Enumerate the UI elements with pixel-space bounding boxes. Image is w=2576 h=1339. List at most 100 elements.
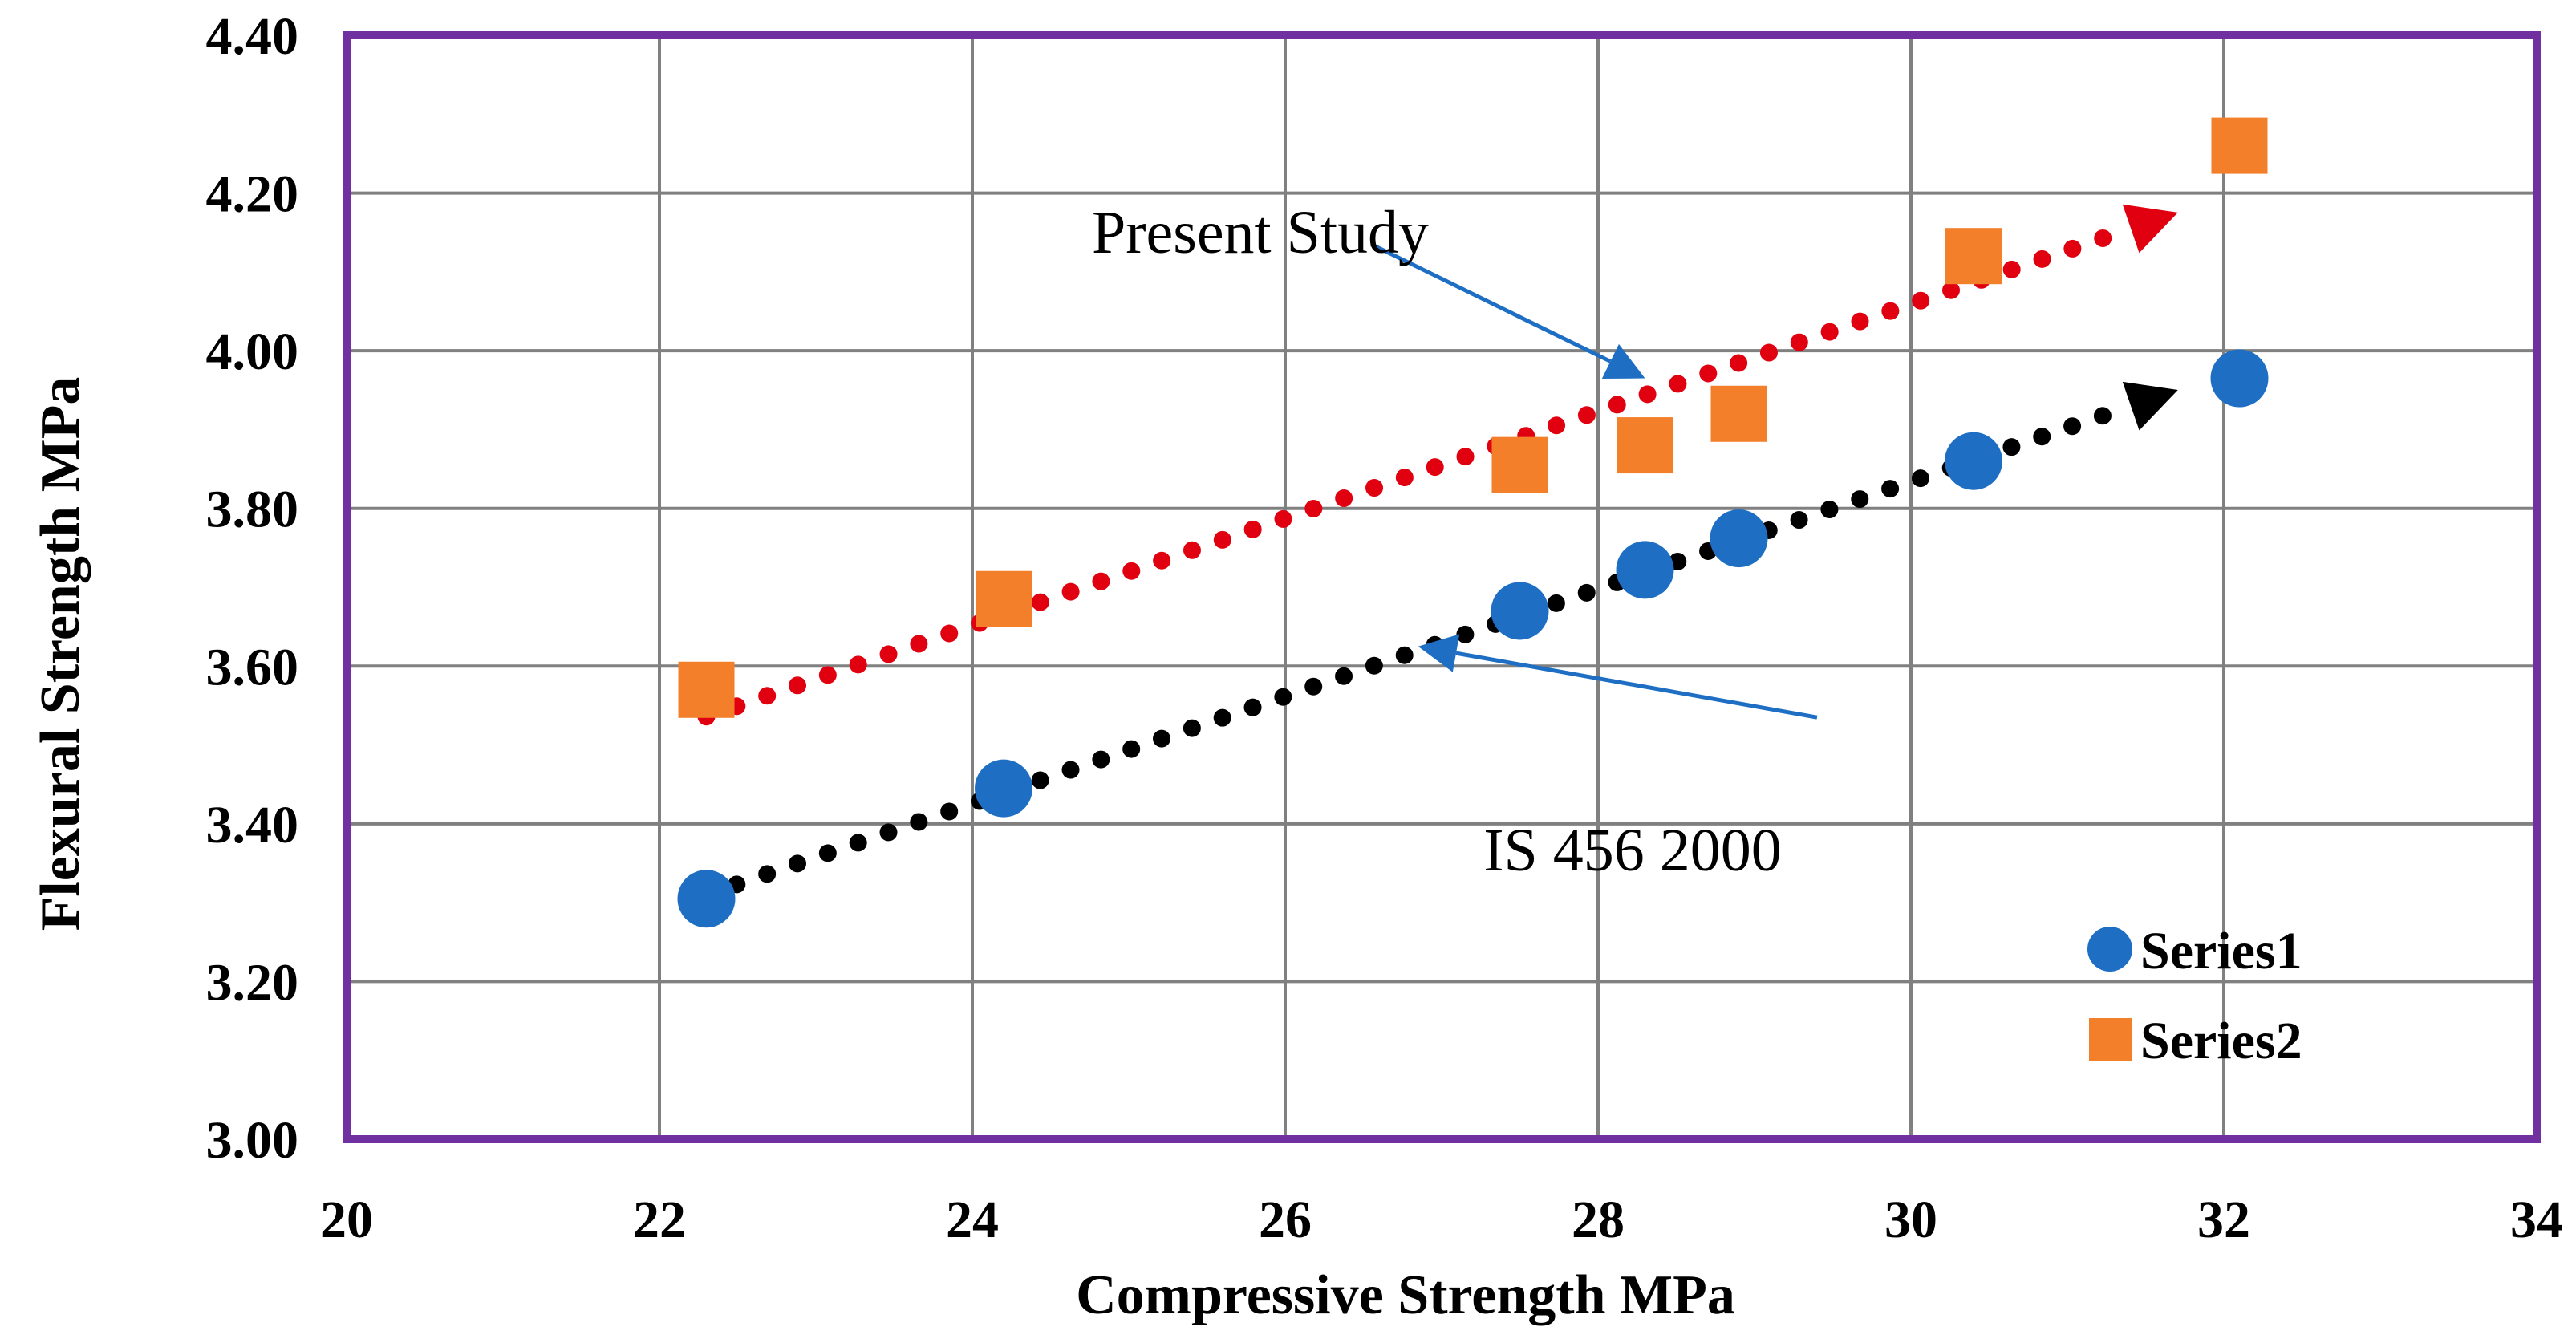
trend-dot-series-2	[1577, 406, 1596, 424]
trend-dot-series-1	[1881, 480, 1900, 498]
y-tick-label: 4.40	[206, 7, 299, 66]
trend-dot-series-2	[1942, 281, 1961, 299]
trend-dot-series-2	[1092, 572, 1110, 590]
trend-dot-series-1	[1395, 646, 1414, 664]
plot-border	[343, 31, 2541, 1143]
y-axis-title: Flexural Strength MPa	[30, 377, 91, 931]
trend-dot-series-1	[1061, 761, 1080, 779]
trend-dot-series-2	[789, 676, 807, 695]
trend-dot-series-2	[1061, 582, 1080, 601]
x-tick-label: 34	[2510, 1191, 2563, 1249]
trend-dot-series-1	[1911, 469, 1929, 488]
trend-dot-series-2	[1395, 469, 1414, 487]
x-tick-label: 24	[946, 1191, 999, 1249]
point-series-1	[1710, 509, 1768, 568]
point-series-1	[1491, 582, 1549, 640]
trend-dot-series-2	[1122, 562, 1141, 580]
trend-dot-series-2	[1335, 489, 1353, 507]
trend-dot-series-1	[1365, 656, 1383, 675]
x-tick-label: 32	[2197, 1191, 2250, 1249]
trend-lines	[697, 204, 2178, 904]
trend-dot-series-2	[849, 655, 867, 674]
trend-dot-series-1	[1335, 667, 1353, 685]
annotation-arrowhead	[1418, 634, 1460, 672]
legend: Series1 Series2	[2087, 922, 2302, 1070]
trend-dot-series-1	[849, 834, 867, 852]
trend-dot-series-1	[1274, 688, 1292, 706]
trend-dot-series-2	[879, 645, 898, 663]
trend-dot-series-1	[2033, 428, 2051, 446]
trend-dot-series-2	[1243, 520, 1262, 538]
point-series-2	[1710, 385, 1767, 442]
trend-dot-series-1	[1790, 511, 1808, 530]
trend-dot-series-2	[1426, 458, 1444, 477]
trend-dot-series-2	[1699, 364, 1718, 383]
trend-dot-series-2	[1730, 354, 1748, 372]
point-series-1	[1616, 541, 1674, 599]
trend-dot-series-2	[2063, 239, 2082, 258]
trend-dot-series-1	[940, 802, 959, 821]
legend-label-series-1: Series1	[2140, 922, 2302, 980]
y-tick-label: 3.60	[206, 638, 299, 696]
trend-dot-series-1	[1243, 698, 1262, 716]
trend-dot-series-1	[789, 854, 807, 873]
x-tick-label: 30	[1884, 1191, 1937, 1249]
x-tick-label: 20	[320, 1191, 373, 1249]
trend-dot-series-1	[1547, 594, 1565, 612]
trend-dot-series-2	[1456, 448, 1475, 466]
trend-dot-series-1	[1092, 750, 1110, 769]
trend-dot-series-2	[1031, 593, 1049, 611]
trend-dot-series-1	[910, 813, 928, 831]
y-tick-label: 3.00	[206, 1111, 299, 1170]
point-series-1	[2210, 349, 2269, 408]
point-series-1	[975, 759, 1032, 818]
trend-dot-series-2	[2002, 260, 2021, 278]
trend-dot-series-2	[1608, 396, 1626, 414]
trend-dot-series-1	[1213, 708, 1231, 727]
trend-dot-series-1	[1456, 625, 1475, 643]
trend-dot-series-2	[1304, 499, 1323, 517]
annotation-arrowhead	[1601, 343, 1645, 379]
annotations: Present Study IS 456 2000	[1092, 199, 1818, 884]
trend-dot-series-2	[1365, 479, 1384, 497]
annotation-text: Present Study	[1092, 199, 1429, 266]
x-tick-label: 28	[1572, 1191, 1625, 1249]
y-tick-label: 4.00	[206, 323, 299, 381]
y-tick-labels: 3.00 3.20 3.40 3.60 3.80 4.00 4.20 4.40	[206, 7, 299, 1170]
trend-dot-series-2	[1153, 551, 1171, 570]
trend-dot-series-1	[2093, 407, 2112, 425]
trend-dot-series-2	[910, 635, 928, 653]
trend-dot-series-1	[1183, 719, 1201, 737]
point-series-1	[1945, 432, 2002, 490]
trend-dot-series-2	[1213, 530, 1231, 549]
point-series-2	[2211, 117, 2268, 174]
point-series-2	[678, 661, 735, 718]
trend-dot-series-2	[940, 624, 959, 643]
trend-dot-series-2	[1790, 333, 1808, 351]
trend-dot-series-1	[1820, 501, 1839, 519]
y-tick-label: 3.20	[206, 953, 299, 1012]
trend-dot-series-2	[2094, 229, 2112, 247]
trend-dot-series-1	[1851, 490, 1869, 509]
y-tick-label: 3.80	[206, 481, 299, 539]
y-tick-label: 4.20	[206, 165, 299, 224]
point-series-2	[976, 570, 1032, 627]
legend-label-series-2: Series2	[2140, 1012, 2302, 1070]
trend-dot-series-2	[1759, 343, 1778, 362]
trend-dot-series-2	[1851, 312, 1869, 331]
trend-dot-series-2	[1638, 385, 1657, 404]
x-tick-labels: 20 22 24 26 28 30 32 34	[320, 1191, 2563, 1249]
trend-dot-series-2	[1274, 509, 1292, 528]
grid-lines	[347, 35, 2537, 1139]
trend-dot-series-1	[1304, 677, 1323, 696]
point-series-1	[677, 870, 736, 928]
x-tick-label: 26	[1259, 1191, 1312, 1249]
annotation-arrow-line	[1370, 242, 1612, 363]
trend-dot-series-1	[1031, 771, 1049, 789]
trend-dot-series-2	[1820, 323, 1839, 341]
trend-dot-series-2	[1912, 291, 1930, 310]
trend-dot-series-1	[818, 844, 837, 862]
trend-dot-series-2	[1881, 302, 1900, 320]
point-series-2	[1491, 436, 1548, 493]
